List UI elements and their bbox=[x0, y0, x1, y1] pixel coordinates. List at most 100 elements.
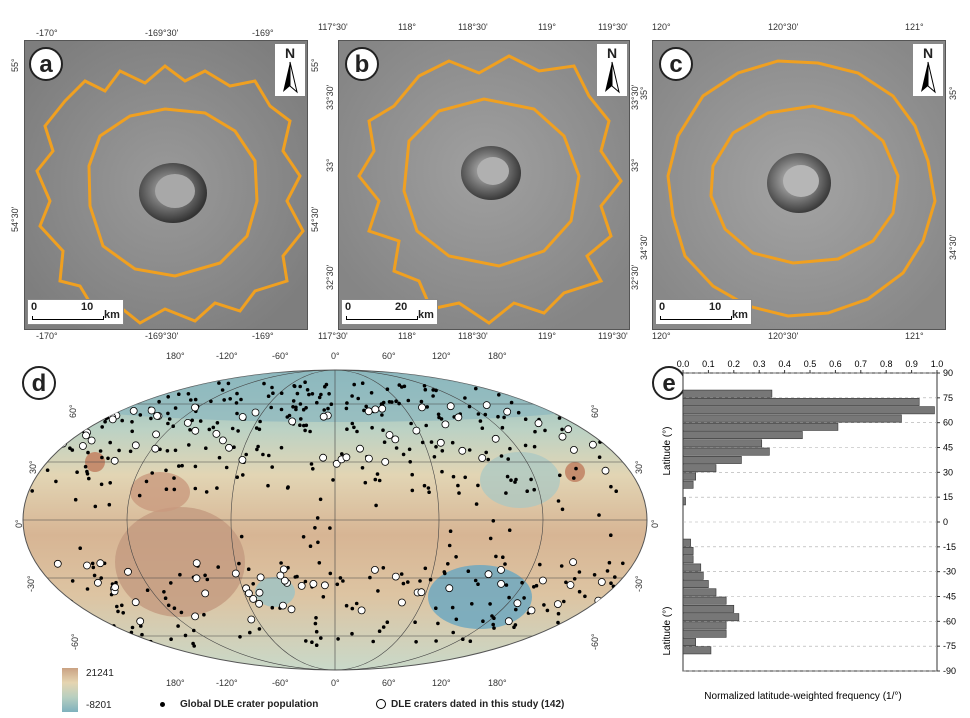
dle-crater-dot bbox=[564, 580, 568, 585]
tick-label: 54°30' bbox=[310, 206, 320, 232]
dle-crater-dot bbox=[38, 419, 42, 424]
dle-crater-dot bbox=[317, 395, 322, 400]
dated-crater-dot bbox=[320, 581, 329, 590]
dle-crater-dot bbox=[538, 562, 542, 567]
dle-crater-dot bbox=[571, 414, 576, 419]
global-map bbox=[22, 369, 648, 671]
dle-crater-dot bbox=[523, 443, 528, 448]
dle-crater-dot bbox=[179, 610, 184, 615]
bar bbox=[682, 580, 709, 589]
tick-label: 34°30' bbox=[948, 234, 958, 260]
dle-crater-dot bbox=[228, 397, 232, 401]
tick-label: 120° bbox=[432, 351, 451, 361]
dle-crater-dot bbox=[291, 405, 295, 409]
dle-crater-dot bbox=[314, 616, 318, 620]
dle-crater-dot bbox=[502, 387, 507, 391]
dle-crater-dot bbox=[192, 644, 196, 648]
dle-crater-dot bbox=[532, 585, 536, 589]
bar bbox=[682, 447, 770, 456]
dated-crater-dot bbox=[497, 579, 506, 588]
dle-crater-dot bbox=[615, 591, 620, 595]
dle-crater-dot bbox=[314, 629, 319, 634]
dle-crater-dot bbox=[418, 579, 422, 583]
dle-crater-dot bbox=[81, 397, 86, 402]
tick-label: 33° bbox=[325, 158, 335, 172]
dle-crater-dot bbox=[141, 642, 145, 646]
dle-crater-dot bbox=[239, 397, 243, 402]
dle-crater-dot bbox=[456, 483, 460, 488]
dle-crater-dot bbox=[591, 428, 596, 433]
dated-crater-dot bbox=[96, 559, 105, 568]
dated-crater-dot bbox=[319, 453, 328, 462]
dle-crater-dot bbox=[138, 413, 143, 417]
tick-label: 32°30' bbox=[630, 264, 640, 290]
dle-crater-dot bbox=[413, 620, 417, 624]
dle-crater-dot bbox=[470, 602, 474, 606]
dle-crater-dot bbox=[431, 388, 436, 392]
dle-crater-dot bbox=[79, 388, 83, 392]
dle-crater-dot bbox=[211, 425, 216, 430]
dated-crater-dot bbox=[218, 436, 227, 445]
dated-crater-dot bbox=[378, 404, 387, 413]
dle-crater-dot bbox=[87, 626, 92, 630]
dle-crater-dot bbox=[232, 445, 236, 449]
dated-crater-dot bbox=[108, 415, 117, 424]
dle-crater-dot bbox=[360, 466, 365, 470]
dated-crater-dot bbox=[231, 569, 240, 578]
dated-crater-dot bbox=[597, 430, 606, 439]
dated-crater-dot bbox=[147, 406, 156, 415]
dle-crater-dot bbox=[331, 478, 335, 482]
dle-crater-dot bbox=[566, 393, 570, 397]
dle-crater-dot bbox=[584, 423, 588, 427]
dated-crater-dot bbox=[129, 407, 138, 415]
dle-crater-dot bbox=[542, 603, 546, 607]
dated-crater-dot bbox=[238, 456, 247, 464]
x-tick-label: 0.7 bbox=[855, 359, 868, 369]
dated-crater-dot bbox=[570, 446, 578, 454]
dated-crater-dot bbox=[297, 581, 306, 590]
bar bbox=[682, 613, 740, 622]
dated-crater-dot bbox=[288, 417, 297, 426]
dle-crater-dot bbox=[88, 634, 93, 639]
dle-crater-dot bbox=[78, 546, 82, 550]
dated-crater-dot bbox=[82, 431, 90, 440]
dle-crater-dot bbox=[580, 641, 584, 646]
dle-crater-dot bbox=[321, 595, 326, 599]
dle-crater-dot bbox=[410, 472, 415, 477]
dle-crater-dot bbox=[525, 489, 529, 493]
tick-label: 60° bbox=[68, 404, 78, 418]
dated-crater-dot bbox=[385, 431, 394, 439]
dle-crater-dot bbox=[279, 561, 283, 565]
dated-crater-dot bbox=[50, 407, 58, 416]
dle-crater-dot bbox=[217, 455, 222, 460]
dle-crater-dot bbox=[303, 380, 307, 384]
inner-ejecta-outline bbox=[402, 97, 581, 268]
bar bbox=[682, 555, 694, 564]
dle-crater-dot bbox=[406, 580, 410, 584]
dated-crater-dot bbox=[566, 581, 575, 589]
dle-crater-dot bbox=[313, 621, 318, 626]
dated-crater-dot bbox=[597, 578, 606, 586]
dle-crater-dot bbox=[75, 424, 79, 428]
dle-crater-dot bbox=[534, 583, 539, 588]
dated-crater-dot bbox=[441, 420, 450, 429]
dle-crater-dot bbox=[176, 624, 180, 628]
dle-crater-dot bbox=[173, 406, 178, 410]
dated-dle-crater-markers bbox=[47, 398, 610, 626]
dle-crater-dot bbox=[440, 449, 445, 453]
dated-crater-dot bbox=[554, 600, 562, 609]
dle-crater-dot bbox=[130, 429, 134, 434]
bar bbox=[682, 588, 717, 597]
dle-crater-dot bbox=[376, 589, 380, 593]
dle-crater-dot bbox=[447, 543, 452, 548]
dated-crater-dot bbox=[191, 403, 199, 412]
dated-crater-dot bbox=[342, 453, 351, 462]
dle-crater-dot bbox=[169, 581, 173, 585]
dle-crater-dot bbox=[140, 395, 144, 399]
tick-label: 120°30' bbox=[768, 331, 799, 341]
dle-crater-dot bbox=[523, 417, 528, 421]
dle-crater-dot bbox=[609, 533, 613, 537]
dle-crater-dot bbox=[177, 392, 181, 396]
dle-crater-dot bbox=[81, 613, 86, 618]
dle-crater-dot bbox=[486, 457, 491, 462]
